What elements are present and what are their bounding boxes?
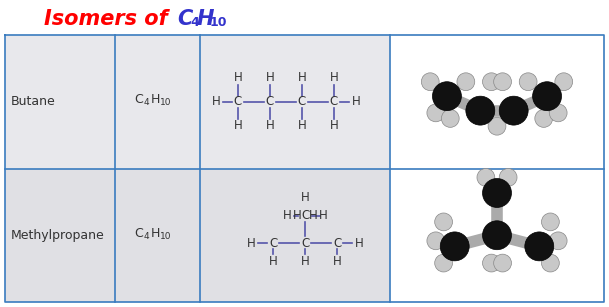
Text: H: H: [354, 237, 364, 250]
Text: C: C: [333, 237, 341, 250]
Text: H: H: [247, 237, 255, 250]
Text: 10: 10: [210, 15, 228, 29]
Text: H: H: [329, 119, 339, 132]
Text: Isomers of: Isomers of: [44, 9, 175, 29]
Circle shape: [421, 73, 439, 91]
Text: H: H: [283, 209, 291, 222]
Text: H: H: [329, 71, 339, 84]
Circle shape: [541, 254, 559, 272]
Text: Butane: Butane: [11, 95, 56, 108]
Circle shape: [519, 73, 537, 91]
Text: H: H: [309, 209, 317, 222]
Text: H: H: [351, 95, 361, 108]
Text: H: H: [301, 255, 309, 268]
Circle shape: [488, 117, 506, 135]
Circle shape: [435, 254, 452, 272]
Text: C: C: [134, 93, 143, 106]
Text: 10: 10: [160, 232, 172, 241]
Text: H: H: [269, 255, 277, 268]
Text: 10: 10: [160, 98, 172, 107]
Circle shape: [482, 73, 501, 91]
Circle shape: [549, 104, 567, 122]
Text: C: C: [330, 95, 338, 108]
Text: C: C: [298, 95, 306, 108]
Text: H: H: [211, 95, 220, 108]
Text: 4: 4: [190, 15, 199, 29]
Circle shape: [482, 178, 512, 208]
Text: H: H: [234, 119, 242, 132]
Circle shape: [535, 110, 552, 127]
Text: H: H: [266, 119, 275, 132]
Text: H: H: [151, 93, 160, 106]
Text: H: H: [197, 9, 214, 29]
Text: H: H: [319, 209, 328, 222]
Text: C: C: [234, 95, 242, 108]
Circle shape: [442, 110, 459, 127]
Bar: [5, 35, 390, 169]
Text: H: H: [333, 255, 342, 268]
Circle shape: [477, 169, 495, 186]
Circle shape: [435, 213, 452, 231]
Circle shape: [541, 213, 559, 231]
Text: C: C: [266, 95, 274, 108]
Circle shape: [494, 73, 512, 91]
Text: H: H: [298, 119, 306, 132]
Bar: [390, 169, 604, 302]
Circle shape: [499, 169, 517, 186]
Text: C: C: [177, 9, 192, 29]
Circle shape: [525, 232, 554, 261]
Circle shape: [440, 232, 469, 261]
Bar: [390, 35, 604, 169]
Circle shape: [555, 73, 572, 91]
Text: H: H: [298, 71, 306, 84]
Text: 4: 4: [144, 98, 150, 107]
Circle shape: [499, 96, 528, 125]
Bar: [5, 169, 390, 302]
Circle shape: [432, 82, 462, 111]
Circle shape: [457, 73, 475, 91]
Circle shape: [427, 104, 445, 122]
Text: C: C: [301, 209, 309, 222]
Circle shape: [466, 96, 495, 125]
Text: 4: 4: [144, 232, 150, 241]
Circle shape: [533, 82, 561, 111]
Text: C: C: [269, 237, 277, 250]
Circle shape: [494, 254, 512, 272]
Text: H: H: [151, 227, 160, 240]
Text: Methylpropane: Methylpropane: [11, 229, 105, 242]
Circle shape: [427, 232, 445, 250]
Circle shape: [482, 254, 501, 272]
Text: C: C: [301, 237, 309, 250]
Text: H: H: [301, 191, 309, 204]
Text: C: C: [134, 227, 143, 240]
Text: H: H: [234, 71, 242, 84]
Text: H: H: [266, 71, 275, 84]
Text: H: H: [293, 209, 301, 222]
Circle shape: [482, 221, 512, 250]
Circle shape: [549, 232, 567, 250]
